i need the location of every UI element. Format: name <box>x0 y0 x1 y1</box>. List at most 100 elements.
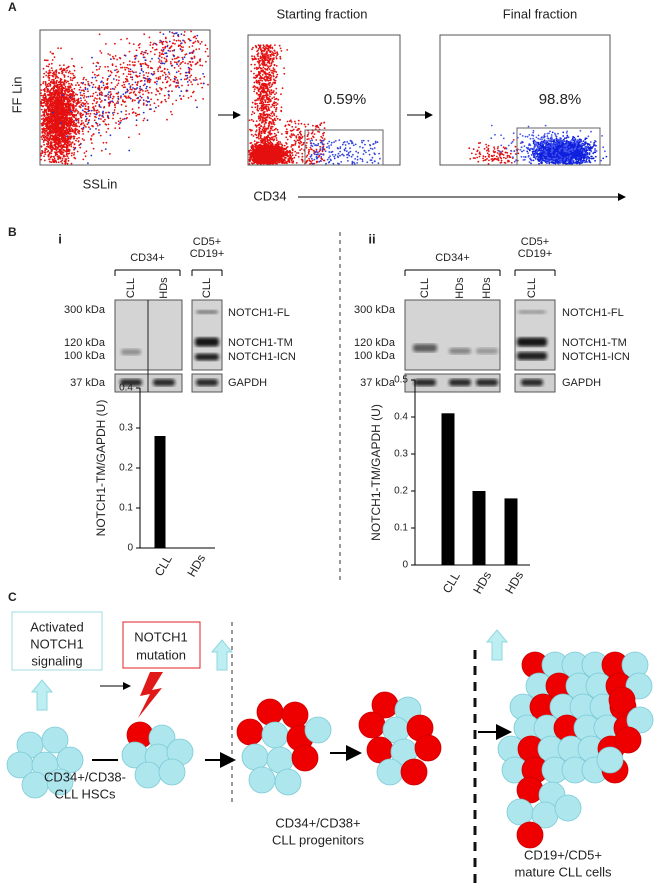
event-dot <box>120 103 123 106</box>
event-dot <box>85 78 87 81</box>
event-dot <box>179 44 182 47</box>
event-dot <box>145 100 148 102</box>
event-dot <box>58 91 60 93</box>
event-dot <box>248 163 251 165</box>
event-dot <box>47 128 50 131</box>
event-dot <box>142 90 144 92</box>
event-dot <box>166 55 169 58</box>
event-dot <box>163 68 166 70</box>
event-dot <box>149 80 151 83</box>
event-dot <box>83 92 85 95</box>
event-dot <box>155 93 157 96</box>
event-dot <box>66 155 69 158</box>
event-dot <box>203 75 206 78</box>
event-dot <box>90 135 93 137</box>
event-dot <box>107 116 109 119</box>
event-dot <box>92 62 95 65</box>
event-dot <box>64 91 66 93</box>
event-dot <box>137 106 140 109</box>
event-dot <box>173 32 176 35</box>
event-dot <box>46 117 49 120</box>
event-dot <box>87 107 90 109</box>
event-dot <box>49 151 51 154</box>
event-dot <box>115 65 117 68</box>
event-dot <box>61 159 63 162</box>
event-dot <box>69 120 72 122</box>
event-dot <box>55 76 57 78</box>
event-dot <box>62 139 65 142</box>
event-dot <box>52 78 55 81</box>
event-dot <box>110 58 112 61</box>
event-dot <box>132 64 135 66</box>
event-dot <box>83 76 85 79</box>
event-dot <box>48 117 51 120</box>
event-dot <box>42 141 45 143</box>
event-dot <box>77 131 79 133</box>
event-dot <box>109 74 112 77</box>
event-dot <box>82 81 85 84</box>
event-dot <box>70 162 73 165</box>
event-dot <box>187 84 190 87</box>
event-dot <box>117 97 120 100</box>
event-dot <box>50 89 52 91</box>
event-dot <box>142 93 144 96</box>
event-dot <box>129 88 132 90</box>
event-dot <box>97 74 100 76</box>
event-dot <box>99 101 102 103</box>
event-dot <box>123 117 126 120</box>
event-dot <box>63 155 65 158</box>
event-dot <box>51 119 54 121</box>
event-dot <box>194 99 197 102</box>
event-dot <box>57 114 59 117</box>
event-dot <box>44 153 47 156</box>
event-dot <box>177 65 180 67</box>
event-dot <box>68 100 71 102</box>
event-dot <box>164 61 167 63</box>
event-dot <box>183 78 186 81</box>
event-dot <box>145 49 147 52</box>
event-dot <box>98 85 101 87</box>
event-dot <box>43 134 45 137</box>
event-dot <box>194 63 197 66</box>
event-dot <box>138 100 141 102</box>
event-dot <box>134 64 136 66</box>
event-dot <box>44 130 47 133</box>
event-dot <box>55 161 58 164</box>
event-dot <box>75 93 77 95</box>
event-dot <box>42 81 45 83</box>
event-dot <box>70 130 73 133</box>
event-dot <box>172 42 175 45</box>
event-dot <box>98 131 100 134</box>
event-dot <box>57 161 60 164</box>
event-dot <box>136 84 139 86</box>
event-dot <box>188 79 191 82</box>
event-dot <box>120 119 122 122</box>
event-dot <box>41 149 43 152</box>
event-dot <box>100 149 103 152</box>
event-dot <box>120 38 122 41</box>
event-dot <box>59 92 62 95</box>
event-dot <box>58 155 60 157</box>
event-dot <box>75 103 78 105</box>
event-dot <box>50 93 53 96</box>
event-dot <box>199 64 202 67</box>
event-dot <box>104 118 106 121</box>
event-dot <box>63 130 66 133</box>
event-dot <box>184 62 187 64</box>
event-dot <box>42 105 44 108</box>
event-dot <box>58 117 60 120</box>
event-dot <box>52 161 55 163</box>
event-dot <box>77 118 80 120</box>
event-dot <box>116 58 118 61</box>
event-dot <box>75 133 78 136</box>
event-dot <box>120 110 123 113</box>
event-dot <box>51 74 53 77</box>
event-dot <box>59 68 61 71</box>
event-dot <box>82 158 85 161</box>
event-dot <box>82 133 85 135</box>
event-dot <box>173 80 176 83</box>
event-dot <box>82 122 85 124</box>
event-dot <box>283 144 286 147</box>
event-dot <box>71 141 74 144</box>
event-dot <box>63 69 66 72</box>
